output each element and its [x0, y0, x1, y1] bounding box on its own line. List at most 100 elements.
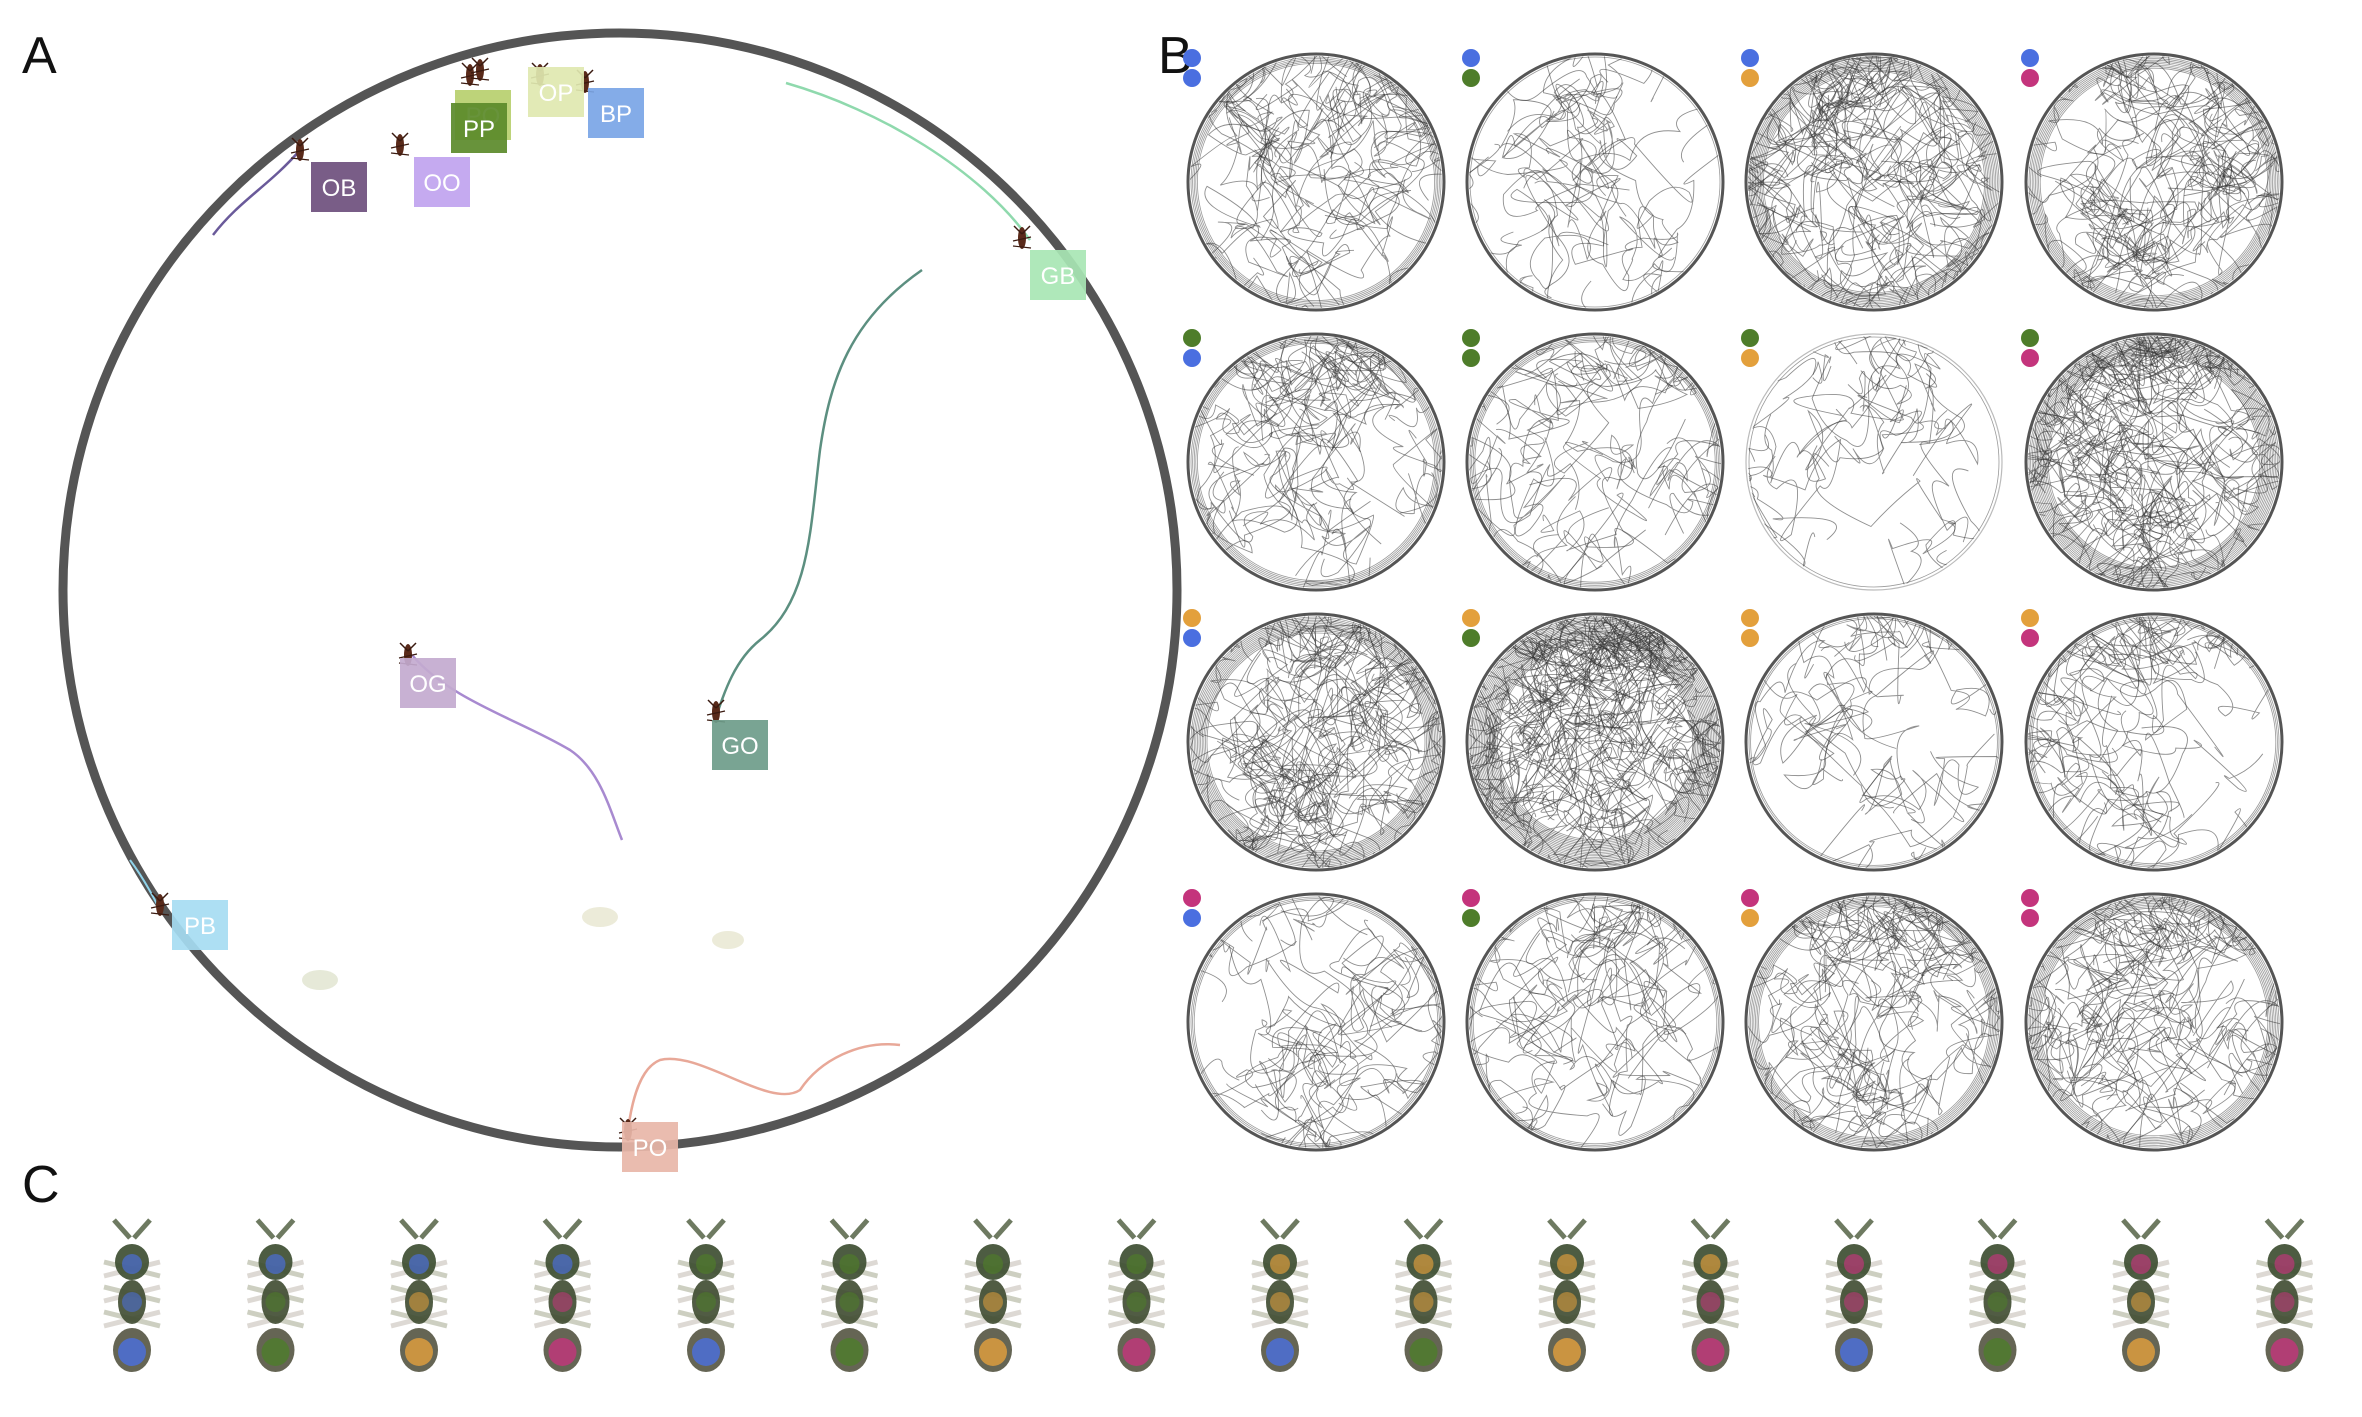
ant-tag-label: OG — [409, 671, 446, 698]
ant-crop — [103, 1218, 161, 1372]
trajectory-arena-rim — [1465, 892, 1725, 1152]
trajectory-traces — [2028, 896, 2280, 1148]
ant-tag: GB — [1030, 250, 1086, 300]
marker-dot-top — [1183, 49, 1201, 67]
ant-trail — [785, 81, 1032, 241]
marker-dot-bottom — [2021, 349, 2039, 367]
head-paint-mark — [1270, 1254, 1290, 1274]
head-paint-mark — [409, 1254, 429, 1274]
marker-dot-top — [1741, 49, 1759, 67]
marker-dot-top — [1462, 889, 1480, 907]
trajectory-arena-rim — [1186, 612, 1446, 872]
trajectory-traces — [1190, 56, 1442, 308]
marker-dot-top — [1462, 609, 1480, 627]
arena-smudge — [712, 931, 744, 949]
ant-tag-label: OO — [423, 170, 460, 197]
ant-body — [150, 892, 170, 916]
marker-dot-bottom — [1462, 909, 1480, 927]
trajectory-arena-rim — [2024, 52, 2284, 312]
ant-trail — [212, 149, 301, 236]
arena-smudge — [302, 970, 338, 990]
head-paint-mark — [839, 1254, 860, 1274]
ant-tag-label: GB — [1041, 263, 1076, 290]
ant-trail — [626, 1043, 901, 1131]
ant-tag: OO — [414, 157, 470, 207]
ant-crop — [964, 1218, 1022, 1372]
thorax-paint-mark — [2274, 1292, 2295, 1312]
arena-rim — [58, 28, 1182, 1152]
trajectory-arena-rim — [1465, 612, 1725, 872]
gaster-paint-mark — [2127, 1338, 2155, 1366]
trajectory-traces — [1748, 336, 2000, 588]
thorax-paint-mark — [552, 1292, 573, 1312]
ant-tag: PB — [172, 900, 228, 950]
marker-dot-bottom — [2021, 69, 2039, 87]
trajectory-cell-G-O — [1741, 329, 2003, 591]
trajectory-arena-rim — [2024, 612, 2284, 872]
head-paint-mark — [2274, 1254, 2295, 1274]
trajectory-arena-rim — [1186, 332, 1446, 592]
thorax-paint-mark — [1987, 1292, 2008, 1312]
ant-crop — [677, 1218, 735, 1372]
trajectory-arena-rim — [2024, 332, 2284, 592]
ant-tag: OG — [400, 658, 456, 708]
trajectory-arena-rim — [1744, 52, 2004, 312]
trajectory-traces — [1748, 616, 2000, 868]
ant-tag: PP — [451, 103, 507, 153]
marker-dot-bottom — [1741, 629, 1759, 647]
marker-dot-top — [1741, 329, 1759, 347]
marker-dot-top — [1462, 329, 1480, 347]
marker-dot-top — [2021, 329, 2039, 347]
trajectory-arena-rim — [1186, 52, 1446, 312]
trajectory-arena-rim — [1186, 892, 1446, 1152]
trajectory-arena-rim — [1744, 612, 2004, 872]
marker-dot-bottom — [1741, 909, 1759, 927]
gaster-paint-mark — [1122, 1338, 1151, 1366]
gaster-paint-mark — [261, 1338, 290, 1366]
trajectory-traces — [2028, 616, 2280, 868]
ant-body — [1012, 225, 1032, 249]
head-paint-mark — [552, 1254, 573, 1274]
trajectory-cell-G-B — [1183, 329, 1446, 592]
gaster-paint-mark — [835, 1338, 864, 1366]
trajectory-arena-rim — [1465, 52, 1725, 312]
marker-dot-bottom — [1183, 629, 1201, 647]
panel-c-ant-crops — [103, 1218, 2314, 1372]
marker-dot-top — [1741, 609, 1759, 627]
trajectory-traces — [1469, 616, 1721, 868]
head-paint-mark — [1413, 1254, 1434, 1274]
trajectory-arena-rim — [1744, 892, 2004, 1152]
marker-dot-top — [1741, 889, 1759, 907]
marker-dot-bottom — [1741, 69, 1759, 87]
ant-crop — [1825, 1218, 1883, 1372]
thorax-paint-mark — [839, 1292, 860, 1312]
ant-crop — [2112, 1218, 2170, 1372]
ant-crop — [2255, 1218, 2314, 1372]
head-paint-mark — [1844, 1254, 1864, 1274]
gaster-paint-mark — [1553, 1338, 1581, 1366]
marker-dot-bottom — [1462, 629, 1480, 647]
marker-dot-bottom — [1183, 69, 1201, 87]
ant-tag-label: BP — [600, 101, 632, 128]
marker-dot-top — [1462, 49, 1480, 67]
ant-trail — [713, 268, 923, 721]
trajectory-traces — [1748, 896, 2000, 1148]
thorax-paint-mark — [1413, 1292, 1434, 1312]
thorax-paint-mark — [122, 1292, 142, 1312]
marker-dot-top — [2021, 49, 2039, 67]
ant-tag-label: PB — [184, 913, 216, 940]
marker-dot-bottom — [1741, 349, 1759, 367]
trajectory-cell-G-G — [1462, 329, 1725, 592]
arena-smudge — [582, 907, 618, 927]
ant-crop — [1107, 1218, 1166, 1372]
trajectory-cell-O-P — [2021, 609, 2284, 872]
thorax-paint-mark — [1700, 1292, 1721, 1312]
trajectory-cell-P-O — [1741, 889, 2004, 1152]
ant-tag-label: GO — [721, 733, 758, 760]
gaster-paint-mark — [1696, 1338, 1725, 1366]
thorax-paint-mark — [265, 1292, 286, 1312]
panel-letter-c: C — [22, 1156, 60, 1214]
trajectory-cell-O-O — [1741, 609, 2004, 872]
trajectory-arena-rim — [1745, 333, 2003, 591]
